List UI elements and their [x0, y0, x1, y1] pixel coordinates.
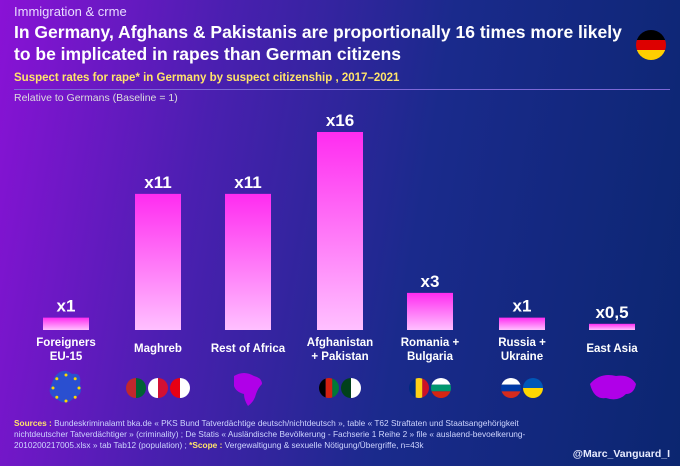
afghanistan-pakistan-flags-icon	[319, 378, 361, 398]
data-label: x11	[144, 173, 171, 192]
category-label: Romania + Bulgaria	[401, 337, 460, 363]
author-handle: @Marc_Vanguard_I	[572, 448, 670, 460]
data-label: x11	[234, 173, 261, 192]
bar	[589, 323, 635, 330]
data-label: x1	[57, 297, 76, 316]
russia-ukraine-flags-icon	[501, 378, 543, 398]
bar-chart: x1 Foreigners EU-15 x11 Maghreb x11 Rest of Af…	[36, 111, 638, 406]
chart-subtitle: Relative to Germans (Baseline = 1)	[14, 92, 178, 104]
page-title: In Germany, Afghans & Pakistanis are pro…	[14, 22, 622, 64]
east-asia-map-icon	[590, 375, 636, 400]
category-label: East Asia	[586, 343, 638, 355]
bar	[499, 317, 545, 330]
data-label: x3	[421, 272, 440, 291]
scope-label: *Scope :	[189, 440, 223, 450]
divider	[14, 89, 670, 90]
morocco-algeria-tunisia-flags-icon	[126, 378, 190, 398]
bar	[43, 317, 89, 330]
bar	[135, 193, 181, 330]
data-label: x1	[513, 297, 532, 316]
category-label: Maghreb	[134, 343, 182, 355]
header: Immigration & crme In Germany, Afghans &…	[14, 3, 670, 105]
sources-label: Sources :	[14, 418, 52, 428]
data-label: x16	[326, 111, 354, 130]
bar	[225, 193, 271, 330]
category-label: Afghanistan + Pakistan	[307, 337, 373, 363]
chart-title: Suspect rates for rape* in Germany by su…	[14, 72, 400, 84]
bar	[317, 132, 363, 330]
bar	[407, 292, 453, 330]
category-label: Foreigners EU-15	[36, 337, 95, 363]
sources: Sources : Bundeskriminalamt bka.de « PKS…	[14, 418, 562, 451]
scope-text: Vergewaltigung & sexuelle Nötigung/Überg…	[222, 440, 424, 450]
romania-bulgaria-flags-icon	[409, 378, 451, 398]
germany-flag-icon	[636, 30, 666, 60]
data-label: x0,5	[595, 303, 628, 322]
africa-map-icon	[234, 373, 262, 406]
category-label: Russia + Ukraine	[498, 337, 546, 363]
category-label: Rest of Africa	[211, 343, 286, 355]
eu-map-icon	[49, 370, 82, 403]
kicker: Immigration & crme	[14, 4, 127, 19]
sources-text: Bundeskriminalamt bka.de « PKS Bund Tatv…	[14, 418, 526, 450]
